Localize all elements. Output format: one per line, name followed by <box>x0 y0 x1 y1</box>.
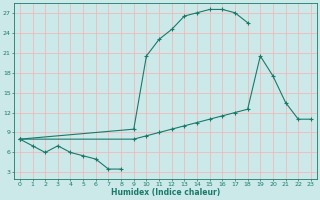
X-axis label: Humidex (Indice chaleur): Humidex (Indice chaleur) <box>111 188 220 197</box>
